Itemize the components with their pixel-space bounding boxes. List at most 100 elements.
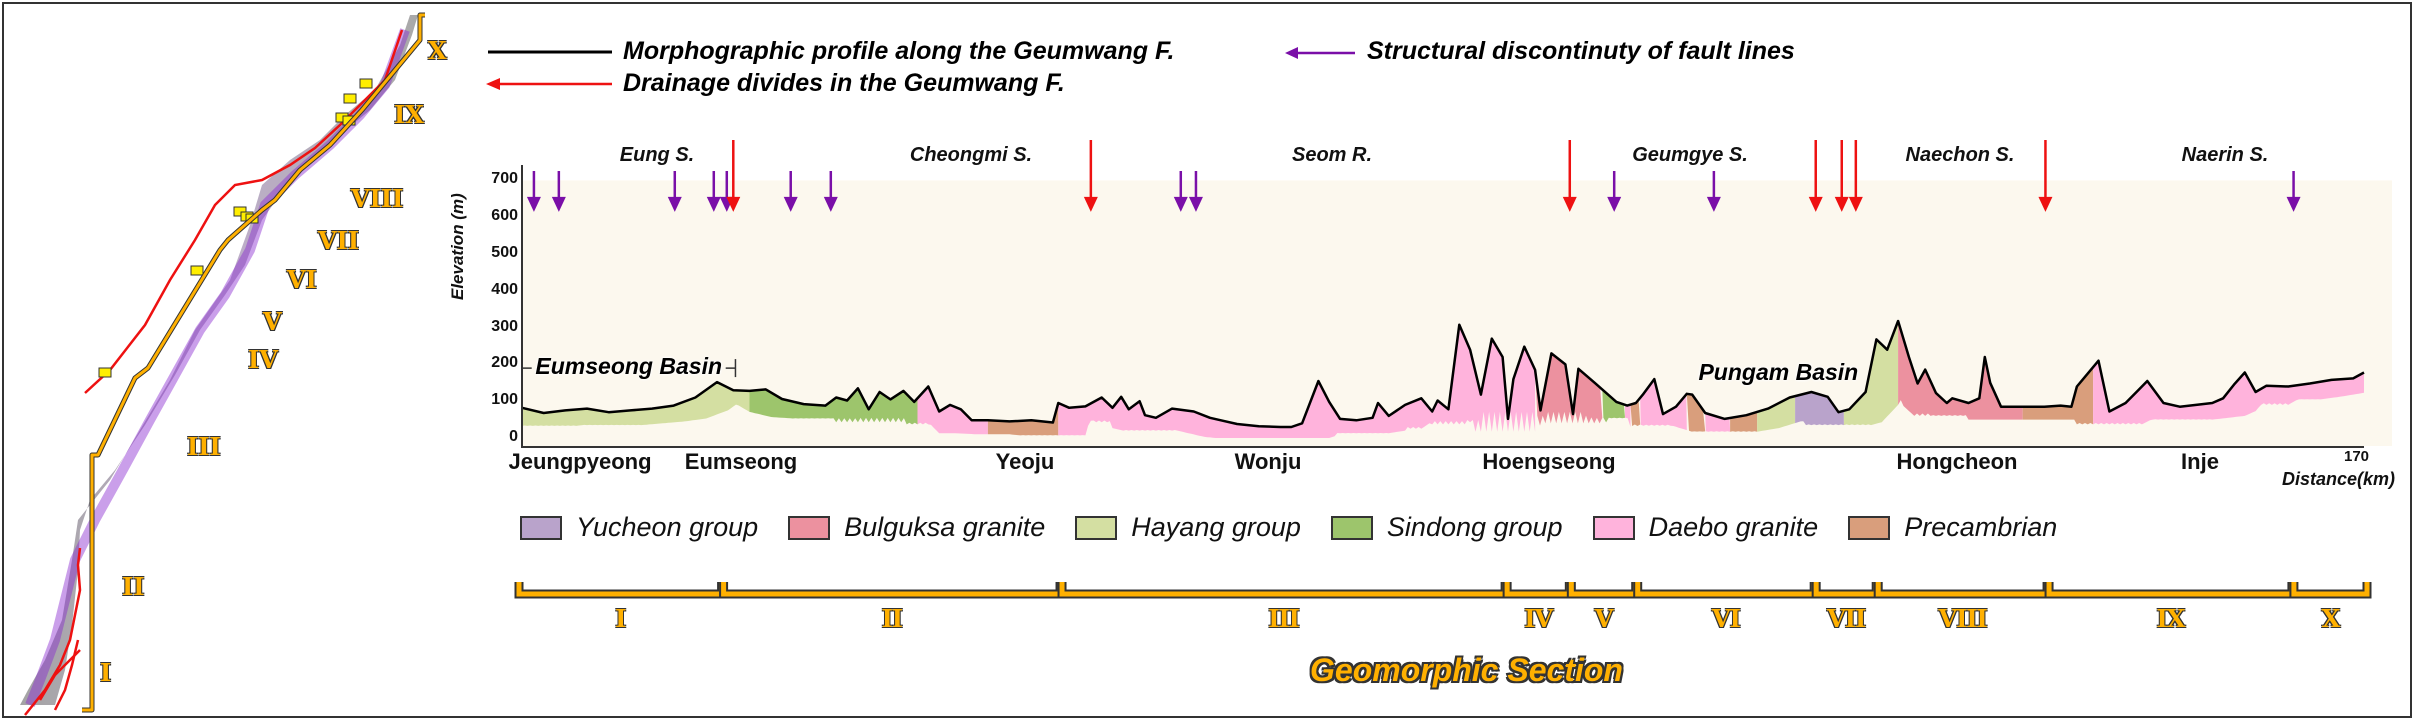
stream-name: Eung S. [619,144,695,166]
geology-legend-item: Precambrian [1848,512,2057,543]
section-label: VII [1827,604,1866,633]
map-section-label-3: III [187,432,221,461]
section-label: I [615,604,626,633]
map-section-label-7: VII [318,226,360,255]
geology-legend-item: Daebo granite [1592,512,1819,543]
geology-band [1757,396,1796,432]
y-tick-label: 600 [491,207,518,225]
legend-swatch [788,515,831,540]
section-label: X [2321,604,2341,633]
structural-discontinuity-arrow [1607,171,1622,212]
geomorphic-section-title: Geomorphic Section [1310,652,1623,688]
stream-name: Naerin S. [2181,144,2269,166]
legend-label: Yucheon group [576,512,759,542]
map-section-label-2: II [122,572,145,601]
y-tick-label: 300 [491,317,518,335]
geology-band [1625,404,1631,427]
legend-profile-label: Morphographic profile along the Geumwang… [623,37,1175,65]
drainage-divide-arrow [2038,140,2053,212]
stream-name: Naechon S. [1905,144,2015,166]
geology-band [1843,321,1899,426]
place-name: Eumseong [684,449,798,474]
map-section-label-9: IX [394,100,424,129]
section-label: II [881,604,903,633]
geology-legend: Yucheon group Bulguksa granite Hayang grou… [520,512,2087,543]
geology-band [1795,392,1844,426]
legend-swatch [1848,515,1891,540]
y-tick-label: 700 [491,170,518,188]
legend-label: Bulguksa granite [844,512,1046,542]
geology-band [1602,389,1625,423]
place-name: Jeungpyeong [508,449,652,474]
geology-legend-item: Bulguksa granite [788,512,1045,543]
fault-trace [24,29,404,716]
drainage-divide-arrow [1834,140,1849,212]
place-name: Hoengseong [1482,449,1616,474]
legend-label: Hayang group [1131,512,1301,542]
geology-band [1640,379,1687,431]
map-section-label-4: IV [248,345,278,374]
structural-discontinuity-arrow [526,171,541,212]
place-name: Wonju [1234,449,1302,474]
legend-label: Daebo granite [1648,512,1819,542]
section-label: VIII [1938,604,1987,633]
map-section-label-5: V [263,307,282,336]
section-label: IX [2156,604,2186,633]
place-name: Yeoju [995,449,1055,474]
drainage-divide-arrow [1808,140,1823,212]
drainage-divide-arrow [1848,140,1863,212]
section-label: V [1594,604,1614,633]
legend-label: Sindong group [1386,512,1563,542]
section-label: III [1268,604,1300,633]
drainage-divide-arrow [1083,140,1098,212]
legend-drainage-label: Drainage divides in the Geumwang F. [623,69,1065,97]
geology-band [2022,367,2094,425]
x-axis-label: Distance(km) [2282,469,2396,489]
map-section-label-1: I [100,658,112,687]
structural-discontinuity-arrow [2286,171,2301,212]
structural-discontinuity-arrow [1188,171,1203,212]
geology-legend-item: Sindong group [1330,512,1563,543]
geology-band [1630,399,1641,426]
geology-band [917,386,988,435]
place-name: Hongcheon [1896,449,2018,474]
geology-band [1898,321,2023,420]
structural-discontinuity-arrow [1173,171,1188,212]
profile-line [521,319,2365,429]
drainage-divide-arrow [1562,140,1577,212]
stream-name: Cheongmi S. [909,144,1033,166]
geology-legend-item: Hayang group [1075,512,1301,543]
map-section-label-10: X [428,36,447,65]
geology-legend-item: Yucheon group [520,512,758,543]
legend-swatch [520,515,562,540]
section-label: VI [1712,604,1741,633]
structural-discontinuity-arrow [823,171,838,212]
basin-label: Eumseong Basin [531,353,727,381]
legend-label: Precambrian [1904,512,2058,542]
x-axis-end-tick: 170 [2344,448,2370,465]
basin-label: Pungam Basin [1694,358,1863,386]
geology-band [1686,393,1706,432]
structural-discontinuity-arrow [706,171,721,212]
legend-swatch [1075,515,1118,540]
structural-discontinuity-arrow [1706,171,1721,212]
stream-name: Seom R. [1291,144,1373,166]
y-axis-label: Elevation (m) [448,193,467,300]
geology-band [1705,413,1731,432]
place-name: Inje [2181,449,2219,474]
y-tick-label: 400 [491,280,518,298]
legend-structural-label: Structural discontinuty of fault lines [1367,37,1795,65]
stream-name: Geumgye S. [1632,144,1748,166]
y-tick-label: 100 [491,391,518,409]
legend-swatch [1592,515,1635,540]
map-section-label-6: VI [287,265,317,294]
fault-map [20,12,425,716]
top-legend-symbols [486,47,1355,90]
y-tick-label: 200 [491,354,518,372]
structural-discontinuity-arrow [783,171,798,212]
geology-band [522,382,750,426]
legend-swatch [1330,515,1373,540]
structural-discontinuity-arrow [667,171,682,212]
